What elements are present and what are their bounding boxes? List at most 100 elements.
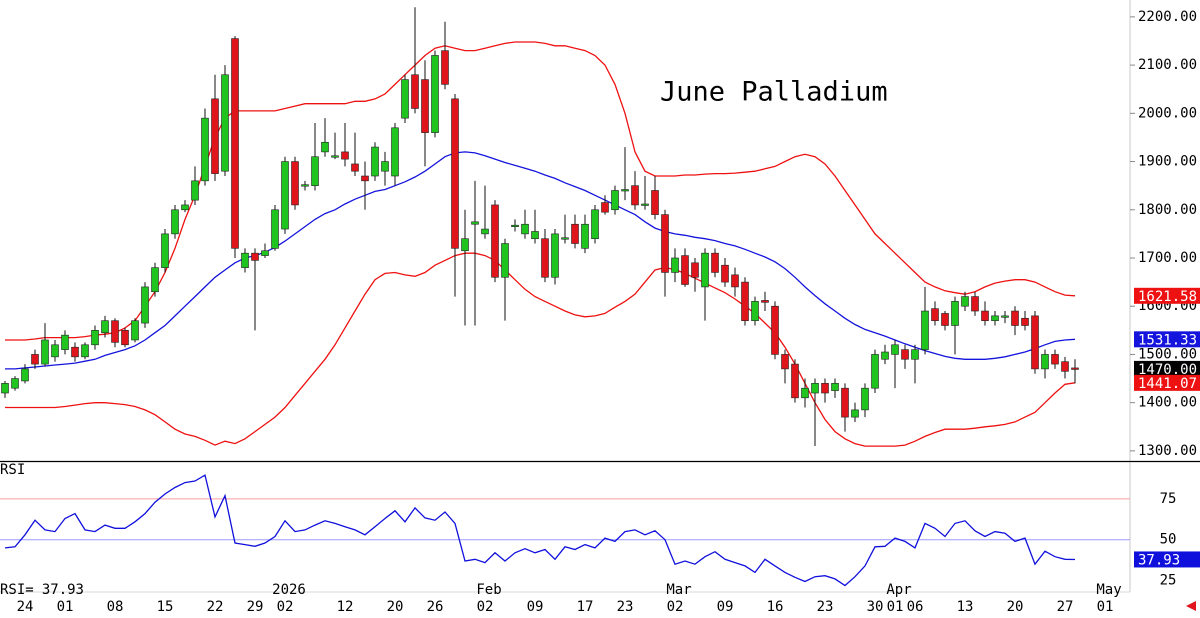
candle-body [481, 228, 489, 235]
y-tick-label: 1800.00 [1138, 202, 1197, 218]
x-tick-label: 02 [667, 599, 684, 615]
candle-body [1021, 317, 1029, 326]
candle-body [761, 300, 769, 303]
candle-body [151, 267, 159, 293]
candle-body [21, 368, 29, 382]
candle-body [1061, 361, 1069, 372]
band-line [5, 41, 1076, 341]
candle-body [631, 185, 639, 206]
candle-body [91, 330, 99, 346]
candle-body [511, 224, 519, 227]
candle-body [941, 313, 949, 326]
candle-body [1071, 367, 1079, 370]
candle-body [541, 238, 549, 278]
candle-body [601, 202, 609, 213]
x-tick-label: 13 [957, 599, 974, 615]
candle-body [241, 252, 249, 268]
candle-body [911, 349, 919, 360]
candle-body [271, 209, 279, 249]
candle-body [741, 281, 749, 321]
candle-body [701, 252, 709, 288]
candle-body [531, 231, 539, 239]
x-tick-label: 02 [477, 599, 494, 615]
candle-body [431, 55, 439, 133]
x-tick-label: 02 [277, 599, 294, 615]
candle-body [521, 223, 529, 235]
candle-body [341, 151, 349, 160]
candle-body [841, 387, 849, 418]
candle-body [321, 141, 329, 153]
band-value-label-box [1134, 331, 1200, 348]
candle-body [581, 223, 589, 249]
x-tick-label: 09 [717, 599, 734, 615]
x-tick-label: 01 [887, 599, 904, 615]
rsi-readout-value: 37.93 [42, 582, 84, 598]
y-tick-label: 1700.00 [1138, 250, 1197, 266]
y-tick-label: 2000.00 [1138, 105, 1197, 121]
y-tick-label: 1500.00 [1138, 346, 1197, 362]
candle-body [361, 175, 369, 182]
candle-body [41, 339, 49, 365]
candle-body [371, 146, 379, 177]
candle-body [751, 301, 759, 321]
y-tick-label: 25 [1160, 573, 1177, 589]
candle-body [591, 209, 599, 239]
last-close-label: 1470.00 [1138, 362, 1197, 378]
candle-body [831, 383, 839, 391]
scroll-arrow[interactable] [1186, 601, 1196, 611]
x-tick-label: 30 [867, 599, 884, 615]
candle-body [441, 50, 449, 85]
month-label: 2026 [272, 582, 306, 598]
candle-body [491, 204, 499, 278]
y-tick-label: 2200.00 [1138, 9, 1197, 25]
x-tick-label: 23 [617, 599, 634, 615]
candle-body [1031, 315, 1039, 370]
month-label: Mar [666, 582, 691, 598]
x-tick-label: 12 [337, 599, 354, 615]
candle-body [771, 305, 779, 355]
rsi-readout-prefix: RSI= [0, 582, 34, 598]
x-tick-label: 29 [247, 599, 264, 615]
candle-body [991, 315, 999, 321]
candle-body [221, 74, 229, 172]
x-tick-label: 22 [207, 599, 224, 615]
candle-body [391, 127, 399, 177]
month-label: Apr [886, 582, 911, 598]
candle-body [621, 189, 629, 192]
candle-body [821, 383, 829, 394]
candle-body [31, 354, 39, 365]
y-tick-label: 2100.00 [1138, 57, 1197, 73]
y-tick-label: 1300.00 [1138, 443, 1197, 459]
candle-body [1011, 310, 1019, 326]
candle-body [141, 286, 149, 324]
candle-body [161, 233, 169, 268]
candle-body [211, 98, 219, 174]
candle-body [721, 264, 729, 283]
candle-body [561, 237, 569, 240]
candle-body [101, 320, 109, 334]
y-tick-label: 50 [1160, 532, 1177, 548]
band-value-label-box [1134, 374, 1200, 391]
candle-body [681, 255, 689, 285]
candle-body [471, 221, 479, 225]
candle-body [881, 351, 889, 360]
candle-body [661, 214, 669, 273]
band-value-label: 1621.58 [1138, 289, 1197, 305]
month-label: Feb [476, 582, 501, 598]
candle-body [951, 301, 959, 326]
rsi-line [4, 474, 1076, 587]
candle-body [131, 320, 139, 341]
x-tick-label: 20 [387, 599, 404, 615]
candle-body [711, 252, 719, 273]
candle-body [11, 378, 19, 389]
candle-body [1, 383, 9, 394]
candle-body [401, 79, 409, 119]
candle-body [551, 233, 559, 278]
candle-body [111, 320, 119, 343]
candle-body [121, 330, 129, 346]
rsi-title: RSI [0, 462, 25, 478]
candle-body [301, 184, 309, 187]
candle-body [71, 346, 79, 358]
candle-body [421, 79, 429, 133]
candle-body [921, 310, 929, 350]
